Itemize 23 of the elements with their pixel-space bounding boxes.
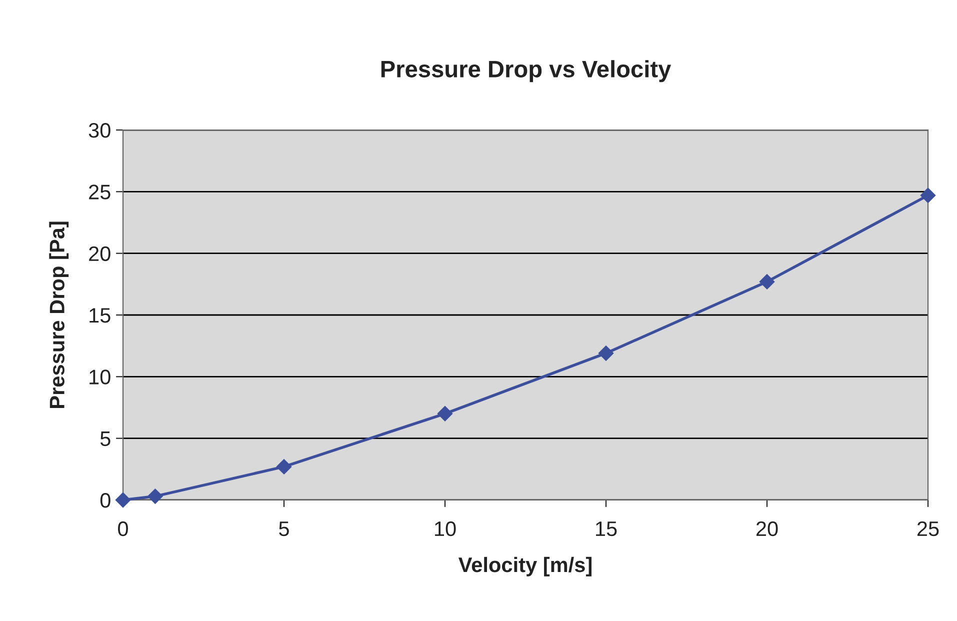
chart-title: Pressure Drop vs Velocity [381,60,672,82]
point [276,459,292,474]
x-tick-label: 5 [279,522,289,536]
x-axis-title: Velocity [m/s] [458,556,592,576]
y-tick-label: 10 [90,370,110,384]
y-tick-label: 20 [89,246,110,262]
point [115,492,131,508]
y-tick-label: 25 [89,184,110,200]
point [148,488,163,504]
point [759,274,775,290]
y-tick-label: 15 [90,308,110,323]
point [598,346,614,361]
point [437,406,453,422]
x-tick-label: 20 [756,521,778,536]
x-tick-label: 0 [118,521,128,536]
y-tick-label: 0 [100,493,110,508]
y-axis-title: Pressure Drop [Pa] [49,222,69,408]
y-tick-label: 30 [88,123,110,138]
y-tick-label: 5 [100,432,110,446]
x-tick-label: 15 [596,522,617,536]
x-tick-label: 10 [435,521,456,536]
x-tick-label: 25 [917,521,939,536]
point [920,188,936,203]
